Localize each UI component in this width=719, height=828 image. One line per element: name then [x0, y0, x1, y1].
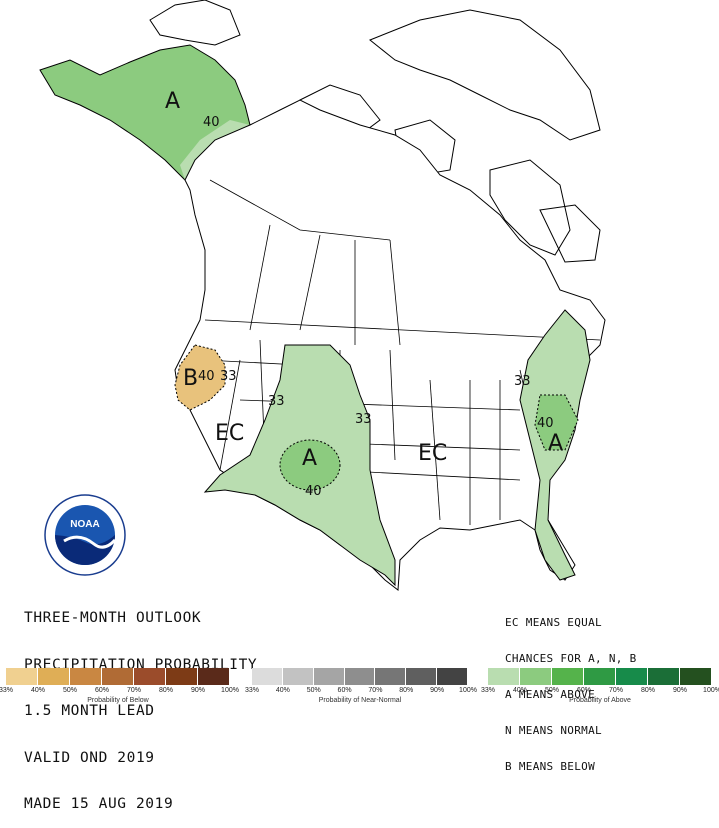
alaska-40-region: [180, 120, 250, 180]
normal-tick-0: 33%: [244, 687, 260, 694]
below-tick-3: 60%: [94, 687, 110, 694]
normal-caption: Probability of Near-Normal: [318, 697, 402, 704]
normal-ticks: 33% 40% 50% 60% 70% 80% 90% 100%: [245, 687, 477, 697]
noaa-logo: NOAA: [44, 494, 126, 576]
above-tick-0: 33%: [480, 687, 496, 694]
above-caption: Probability of Above: [569, 697, 631, 704]
west-below-region: [174, 344, 226, 411]
normal-swatch-4: [375, 668, 407, 685]
above-swatch-4: [616, 668, 648, 685]
precipitation-outlook-map: A 40 B 40 33 33 EC 33 A 40 EC 33 40 A: [39, 0, 606, 591]
key-line-5: B MEANS BELOW: [505, 760, 595, 773]
below-swatch-2: [70, 668, 102, 685]
normal-tick-1: 40%: [275, 687, 290, 694]
above-tick-5: 80%: [640, 687, 656, 694]
below-tick-0: 33%: [0, 687, 14, 694]
east-40-label: 40: [537, 416, 554, 431]
below-tick-1: 40%: [30, 687, 46, 694]
noaa-logo-text: NOAA: [70, 519, 99, 530]
normal-swatch-2: [313, 668, 345, 685]
below-caption: Probability of Below: [87, 697, 149, 704]
above-swatch-5: [648, 668, 680, 685]
below-swatch-1: [38, 668, 70, 685]
key-line-4: N MEANS NORMAL: [505, 724, 602, 737]
central-ec-label: EC: [418, 441, 447, 466]
southwest-40-label: 40: [305, 484, 322, 499]
east-a-label: A: [548, 431, 563, 456]
above-swatch-3: [584, 668, 616, 685]
above-swatch-6: [680, 668, 712, 685]
below-colorbar: [6, 668, 230, 685]
below-ticks: 33% 40% 50% 60% 70% 80% 90% 100%: [0, 687, 239, 697]
above-tick-4: 70%: [608, 687, 624, 694]
normal-colorbar: [252, 668, 469, 685]
alaska-40-label: 40: [203, 115, 220, 130]
above-swatch-2: [552, 668, 584, 685]
above-swatch-1: [520, 668, 552, 685]
above-ticks: 33% 40% 50% 60% 70% 80% 90% 100%: [481, 687, 719, 697]
west-33-label-a: 33: [220, 369, 237, 384]
normal-tick-7: 100%: [459, 687, 477, 694]
normal-tick-3: 60%: [337, 687, 352, 694]
above-tick-3: 60%: [576, 687, 592, 694]
key-line-3: A MEANS ABOVE: [505, 688, 595, 701]
southwest-40-region: [279, 439, 341, 491]
normal-tick-6: 90%: [430, 687, 445, 694]
below-tick-4: 70%: [126, 687, 142, 694]
colorado-33-label: 33: [355, 412, 372, 427]
below-tick-7: 100%: [221, 687, 239, 694]
title-line-4: VALID OND 2019: [24, 749, 155, 766]
west-ec-label: EC: [215, 421, 244, 446]
normal-swatch-5: [406, 668, 438, 685]
above-tick-1: 40%: [512, 687, 528, 694]
below-tick-6: 90%: [190, 687, 206, 694]
normal-tick-5: 80%: [399, 687, 414, 694]
normal-swatch-1: [282, 668, 314, 685]
outlook-title: THREE-MONTH OUTLOOK PRECIPITATION PROBAB…: [24, 580, 257, 828]
key-line-1: EC MEANS EQUAL: [505, 616, 602, 629]
below-tick-5: 80%: [158, 687, 174, 694]
title-line-1: THREE-MONTH OUTLOOK: [24, 610, 202, 626]
below-swatch-3: [102, 668, 134, 685]
below-swatch-6: [198, 668, 230, 685]
west-40-label: 40: [198, 369, 215, 384]
east-40-region: [534, 394, 579, 451]
above-swatch-0: [488, 668, 520, 685]
normal-swatch-3: [344, 668, 376, 685]
normal-tick-4: 70%: [368, 687, 383, 694]
below-swatch-0: [6, 668, 38, 685]
west-33-label-b: 33: [268, 394, 285, 409]
normal-tick-2: 50%: [306, 687, 321, 694]
normal-swatch-6: [437, 668, 469, 685]
above-tick-6: 90%: [672, 687, 688, 694]
below-swatch-5: [166, 668, 198, 685]
title-line-3: 1.5 MONTH LEAD: [24, 703, 155, 719]
west-b-label: B: [183, 366, 198, 391]
key-line-2: CHANCES FOR A, N, B: [505, 652, 637, 665]
below-swatch-4: [134, 668, 166, 685]
above-tick-7: 100%: [703, 687, 719, 694]
alaska-a-label: A: [165, 89, 180, 114]
above-colorbar: [488, 668, 712, 685]
below-tick-2: 50%: [62, 687, 78, 694]
normal-swatch-0: [252, 668, 283, 685]
above-tick-2: 50%: [544, 687, 560, 694]
southwest-a-label: A: [302, 446, 317, 471]
east-33-label: 33: [514, 374, 531, 389]
title-line-5: MADE 15 AUG 2019: [24, 796, 174, 812]
